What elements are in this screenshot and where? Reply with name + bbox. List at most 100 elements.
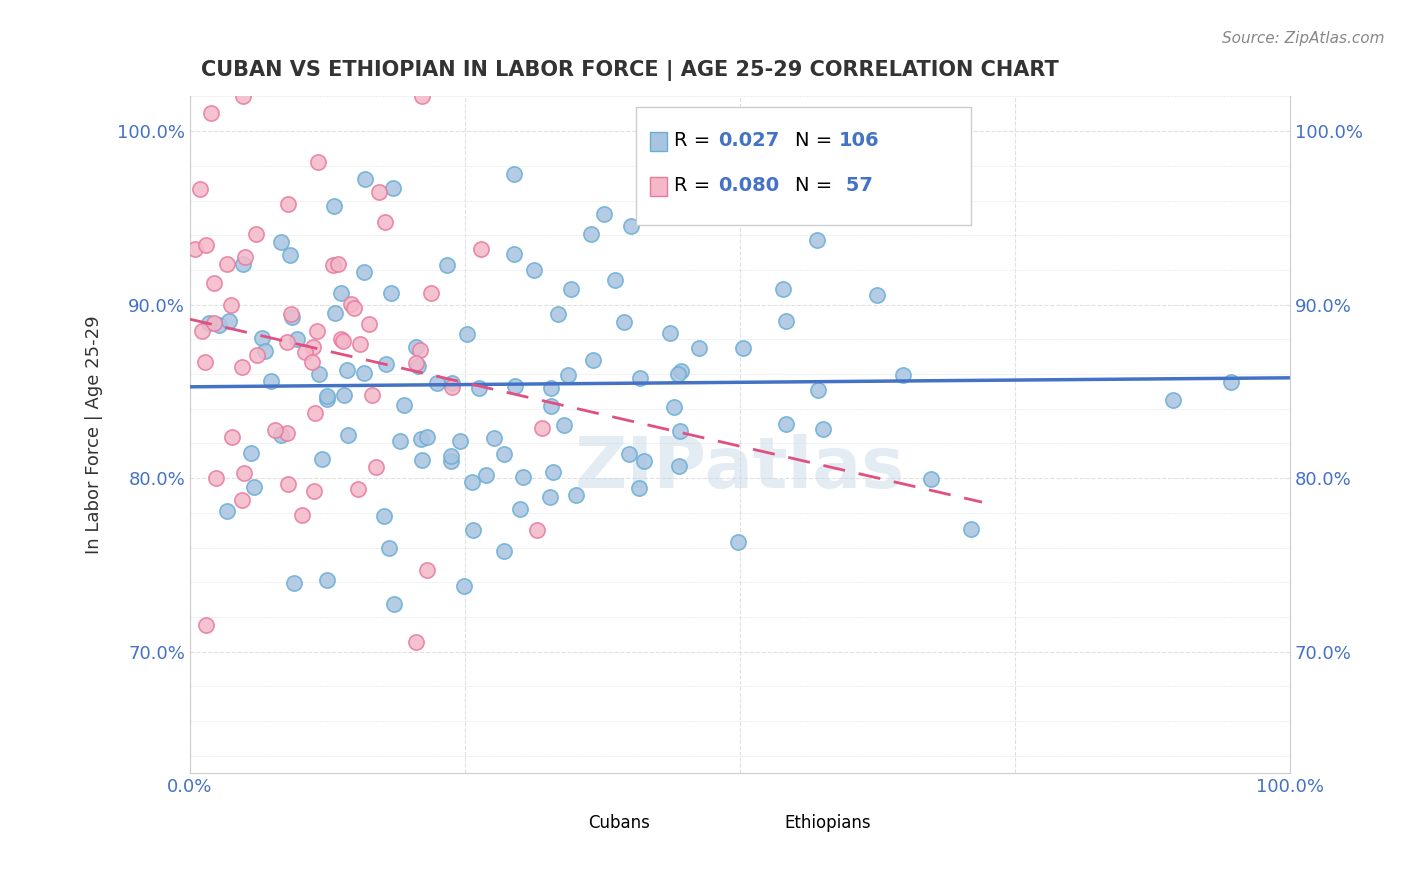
Point [920,472,942,486]
Point [475,468,498,483]
Text: ZIPatlas: ZIPatlas [575,434,905,503]
Point [405,635,427,649]
Point [620,219,643,233]
Point [231,359,253,374]
Point [218,314,240,328]
Point [259,375,281,389]
Point [280,248,302,262]
Point [198,316,221,330]
Text: Source: ZipAtlas.com: Source: ZipAtlas.com [1222,31,1385,46]
Point [416,563,439,577]
Point [775,313,797,327]
Point [332,334,354,349]
Point [382,180,405,194]
Point [281,310,304,324]
Point [270,235,292,250]
Point [232,89,254,103]
Point [628,370,651,384]
Point [426,376,449,390]
Point [184,242,207,256]
Point [617,448,640,462]
Point [627,482,650,496]
Point [531,421,554,435]
Point [243,480,266,494]
Point [301,340,323,354]
Point [246,348,269,362]
Point [807,383,830,397]
Point [304,406,326,420]
Point [775,417,797,431]
Point [208,318,231,332]
Text: CUBAN VS ETHIOPIAN IN LABOR FORCE | AGE 25-29 CORRELATION CHART: CUBAN VS ETHIOPIAN IN LABOR FORCE | AGE … [201,60,1059,80]
Point [200,106,222,120]
Point [1161,392,1184,407]
Point [323,199,346,213]
Point [364,459,387,474]
Point [891,368,914,383]
Point [308,367,330,381]
Point [329,286,352,301]
Point [409,343,432,358]
Point [221,298,243,312]
Y-axis label: In Labor Force | Age 25-29: In Labor Force | Age 25-29 [86,316,103,554]
Point [294,344,316,359]
FancyBboxPatch shape [650,177,668,196]
Point [283,575,305,590]
Point [388,434,411,449]
Point [592,207,614,221]
Point [666,368,689,382]
Point [221,430,243,444]
Point [468,382,491,396]
Point [354,172,377,186]
Point [215,257,238,271]
Point [343,301,366,315]
Point [375,357,398,371]
Point [509,501,531,516]
Point [347,482,370,496]
Point [329,332,352,346]
Point [188,182,211,196]
Point [416,430,439,444]
Point [202,276,225,290]
Point [440,449,463,463]
Point [420,285,443,300]
Point [367,185,389,199]
Point [340,297,363,311]
Point [449,434,471,448]
Point [579,227,602,241]
Point [811,422,834,436]
Point [733,341,755,355]
Point [316,573,339,587]
Point [633,454,655,468]
Point [409,432,432,446]
Point [553,418,575,433]
Point [315,392,337,406]
Point [540,381,562,395]
Text: R =: R = [673,131,717,150]
Point [316,389,339,403]
Point [543,465,565,479]
Point [253,343,276,358]
Point [659,326,682,340]
Point [470,242,492,256]
Point [959,522,981,536]
Point [311,452,333,467]
Point [336,363,359,377]
Text: N =: N = [794,131,838,150]
Point [411,452,433,467]
Point [392,398,415,412]
Point [270,427,292,442]
Point [307,324,329,338]
Text: 57: 57 [839,177,873,195]
Point [285,332,308,346]
Point [349,336,371,351]
Point [668,424,690,438]
Point [866,288,889,302]
Point [772,282,794,296]
Point [503,167,526,181]
Point [727,535,749,549]
Point [195,617,218,632]
Point [337,428,360,442]
Point [307,154,329,169]
Point [233,250,256,264]
